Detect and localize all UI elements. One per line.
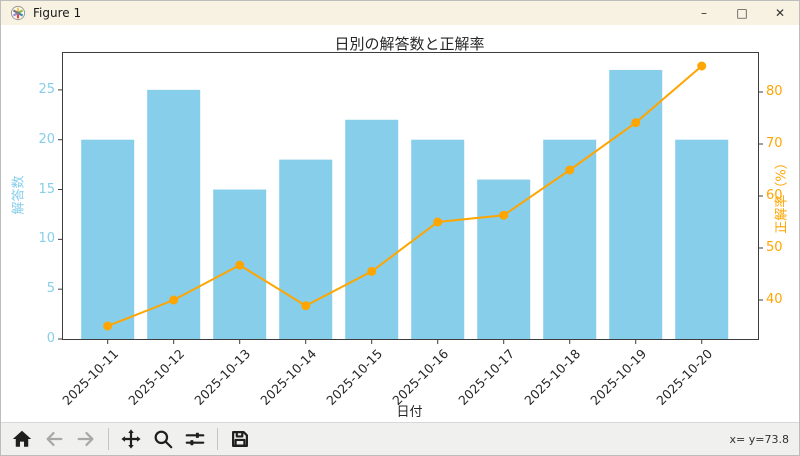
accuracy-line (107, 65, 703, 327)
bar (675, 139, 729, 339)
plot-area[interactable]: 0 5 10 15 20 25 40 50 60 70 80 2025-10-11 2025-10-12… (38, 52, 783, 408)
x-tick-label: 2025-10-17 (455, 346, 518, 408)
magnifier-icon (154, 430, 173, 449)
x-tick-label: 2025-10-20 (653, 346, 716, 408)
y-tick-label: 20 (38, 131, 55, 147)
y-tick-label: 25 (38, 81, 55, 97)
toolbar-separator (217, 428, 218, 450)
data-point-marker (103, 321, 113, 331)
chart-graphics (58, 61, 763, 344)
data-point-marker (301, 301, 311, 311)
bar (477, 179, 531, 339)
x-tick-label: 2025-10-19 (587, 346, 650, 408)
bar (609, 69, 663, 339)
data-point-marker (631, 118, 641, 128)
right-y-tick-label: 60 (766, 188, 783, 203)
data-point-marker (433, 217, 443, 227)
x-axis-label: 日付 (396, 405, 423, 420)
toolbar-zoom-button[interactable] (148, 426, 178, 452)
right-y-tick-label: 50 (766, 240, 783, 255)
close-button[interactable]: ✕ (774, 6, 786, 20)
y-tick-label: 0 (46, 331, 55, 346)
x-tick-label: 2025-10-12 (125, 346, 188, 408)
bar (279, 159, 333, 339)
figure-canvas[interactable]: 日別の解答数と正解率 0 5 10 15 20 25 40 50 60 70 80 2025-10-1… (1, 25, 799, 422)
navigation-toolbar: x= y=73.8 (1, 422, 799, 455)
toolbar-separator (108, 428, 109, 450)
toolbar-pan-button[interactable] (116, 426, 146, 452)
pan-move-icon (121, 429, 141, 449)
back-arrow-icon (46, 431, 63, 447)
x-tick-label: 2025-10-16 (389, 346, 452, 408)
data-point-marker (367, 266, 377, 276)
toolbar-forward-button[interactable] (71, 426, 101, 452)
data-point-marker (565, 165, 575, 175)
toolbar-back-button[interactable] (39, 426, 69, 452)
data-point-marker (235, 260, 245, 270)
right-y-tick-label: 40 (766, 292, 783, 307)
right-y-tick-label: 70 (766, 136, 783, 151)
bar (411, 139, 465, 339)
window-title: Figure 1 (33, 6, 82, 20)
x-tick-label: 2025-10-15 (323, 346, 386, 408)
toolbar-subplots-button[interactable] (180, 426, 210, 452)
window-controls: – □ ✕ (685, 1, 799, 25)
right-y-tick-label: 80 (766, 84, 783, 99)
forward-arrow-icon (77, 431, 94, 447)
matplotlib-logo-icon (10, 5, 26, 21)
x-tick-label: 2025-10-18 (521, 346, 584, 408)
toolbar-home-button[interactable] (7, 426, 37, 452)
home-icon (12, 430, 32, 447)
x-tick-label: 2025-10-11 (59, 346, 122, 408)
x-tick-label: 2025-10-14 (257, 346, 320, 408)
y-tick-label: 10 (38, 231, 55, 247)
data-point-marker (697, 61, 707, 71)
chart-title: 日別の解答数と正解率 (334, 35, 485, 53)
sliders-icon (185, 432, 205, 446)
x-tick-label: 2025-10-13 (191, 346, 254, 408)
window-titlebar: Figure 1 – □ ✕ (1, 1, 799, 25)
data-point-marker (169, 295, 179, 305)
bar (81, 139, 135, 339)
bar (345, 119, 399, 340)
data-point-marker (499, 210, 509, 220)
cursor-position-readout: x= y=73.8 (729, 432, 789, 446)
left-axis-label: 解答数 (11, 175, 27, 215)
y-tick-label: 15 (38, 181, 55, 197)
toolbar-save-button[interactable] (225, 426, 255, 452)
maximize-button[interactable]: □ (736, 6, 748, 20)
minimize-button[interactable]: – (701, 6, 707, 20)
right-axis-label: 正解率（%） (774, 156, 790, 234)
save-floppy-icon (232, 431, 248, 447)
y-tick-label: 5 (46, 281, 55, 297)
